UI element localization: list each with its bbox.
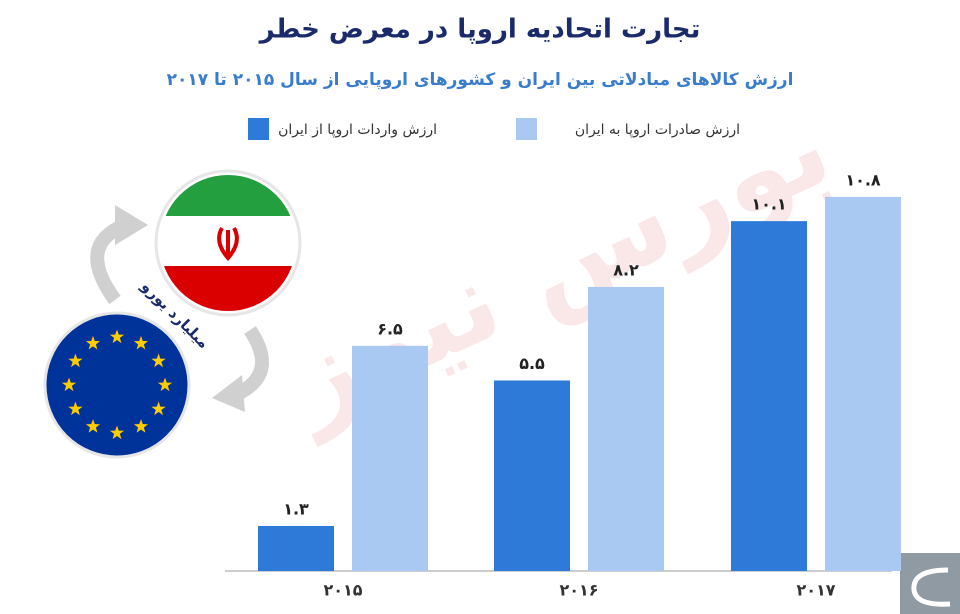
eu-star xyxy=(85,419,101,433)
value-label: ۵.۵ xyxy=(519,354,545,373)
bar xyxy=(494,380,570,571)
value-label: ۶.۵ xyxy=(377,319,403,338)
x-tick-label: ۲۰۱۶ xyxy=(559,581,598,600)
eu-star xyxy=(61,377,77,392)
eu-stars xyxy=(61,329,173,440)
legend-swatch xyxy=(248,118,269,140)
arrow-head xyxy=(115,205,148,245)
eu-star xyxy=(109,329,125,344)
eu-flag xyxy=(43,311,191,459)
chart-subtitle: ارزش کالاهای مبادلاتی بین ایران و کشورها… xyxy=(167,70,794,90)
arrow-head xyxy=(212,375,245,412)
eu-star xyxy=(151,401,166,416)
eu-star xyxy=(151,353,166,368)
bar xyxy=(825,196,901,571)
legend-label: ارزش واردات اروپا از ایران xyxy=(278,122,437,138)
eu-star xyxy=(133,419,149,433)
bar xyxy=(352,345,428,571)
bar xyxy=(258,525,334,571)
bar xyxy=(731,221,807,572)
eu-star xyxy=(68,353,83,368)
value-label: ۱۰.۱ xyxy=(751,195,786,214)
value-label: ۱۰.۸ xyxy=(845,170,881,189)
x-tick-label: ۲۰۱۷ xyxy=(796,581,835,600)
eu-star xyxy=(85,335,101,350)
bar xyxy=(588,286,664,571)
eu-star xyxy=(133,335,149,350)
logo-mark xyxy=(911,567,951,607)
value-label: ۸.۲ xyxy=(613,260,639,279)
legend-swatch xyxy=(516,118,537,140)
eu-star xyxy=(68,401,83,416)
iran-flag xyxy=(160,175,296,311)
value-label: ۱.۳ xyxy=(283,499,309,518)
chart-title: تجارت اتحادیه اروپا در معرض خطر xyxy=(258,15,701,45)
eu-star xyxy=(157,377,173,392)
legend-label: ارزش صادرات اروپا به ایران xyxy=(575,122,740,138)
x-tick-label: ۲۰۱۵ xyxy=(323,581,362,600)
eu-star xyxy=(109,425,125,440)
